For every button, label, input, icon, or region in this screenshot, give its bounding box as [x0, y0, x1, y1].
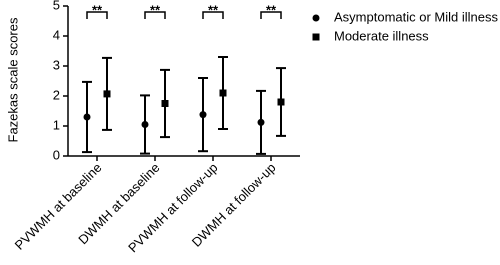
point	[161, 100, 169, 107]
significance-bracket	[86, 11, 108, 19]
y-tick-label: 3	[53, 57, 60, 72]
y-axis-label: Fazekas scale scores	[5, 17, 20, 142]
legend-label: Asymptomatic or Mild illness	[334, 9, 498, 24]
point	[141, 121, 149, 128]
y-tick-label: 1	[53, 117, 60, 132]
point	[257, 118, 265, 126]
significance-bracket	[260, 11, 282, 19]
significance-bracket	[144, 11, 166, 19]
y-tick-label: 0	[53, 147, 60, 162]
legend-marker	[312, 33, 320, 41]
point	[199, 111, 207, 119]
legend-marker	[312, 14, 320, 22]
point	[219, 89, 227, 97]
point	[83, 113, 91, 121]
point	[103, 90, 111, 98]
significance-label: **	[208, 2, 219, 17]
significance-label: **	[92, 2, 103, 17]
significance-bracket	[202, 11, 224, 19]
point	[277, 98, 285, 106]
legend-label: Moderate illness	[334, 28, 429, 43]
significance-label: **	[150, 2, 161, 17]
y-tick-label: 4	[53, 27, 60, 42]
significance-label: **	[266, 2, 277, 17]
y-tick-label: 5	[53, 0, 60, 12]
y-tick-label: 2	[53, 87, 60, 102]
